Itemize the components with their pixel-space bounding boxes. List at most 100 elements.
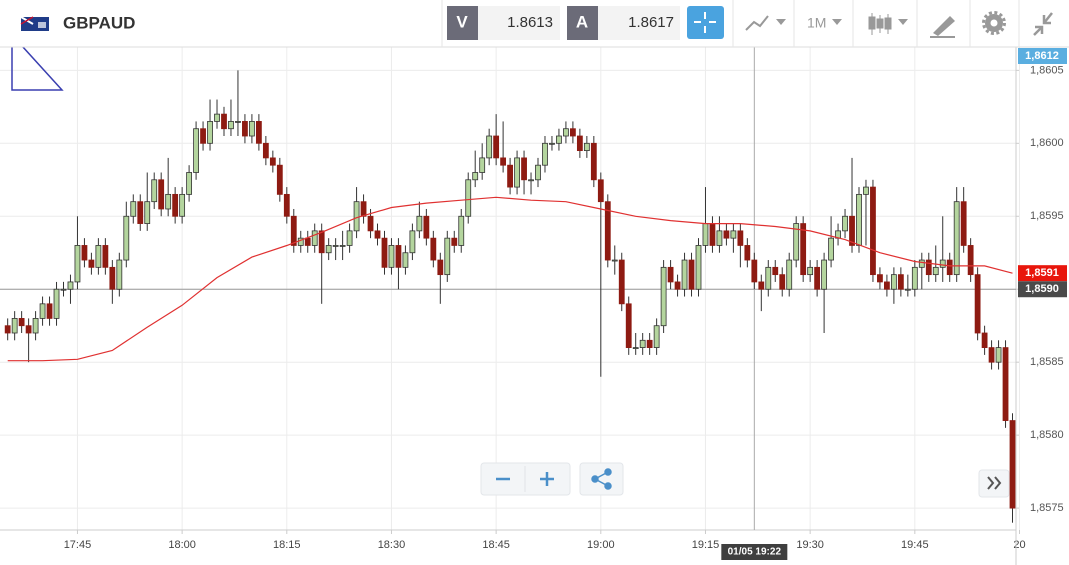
candle-body: [116, 259, 123, 290]
candle-body: [451, 237, 458, 246]
candle-body: [458, 215, 465, 246]
candle-body: [688, 259, 695, 290]
candle-body: [493, 135, 500, 159]
y-tick-label: 1,8605: [1030, 64, 1064, 76]
candle-body: [500, 157, 507, 166]
candle-body: [437, 259, 444, 276]
x-tick-label: 19:30: [796, 539, 824, 551]
x-tick-label: 17:45: [64, 539, 92, 551]
candle-body: [897, 274, 904, 290]
candle-body: [81, 245, 88, 261]
candle-body: [988, 347, 995, 363]
candle-body: [925, 259, 932, 276]
timeframe-button[interactable]: 1M: [807, 15, 826, 31]
candle-body: [646, 339, 653, 348]
candle-body: [346, 230, 353, 246]
candle-body: [583, 142, 590, 152]
x-tick-label: 18:30: [378, 539, 406, 551]
candle-body: [556, 135, 562, 144]
scroll-end-button[interactable]: [978, 469, 1010, 498]
candle-body: [388, 245, 395, 268]
candle-body: [395, 245, 402, 268]
candle-body: [95, 245, 102, 268]
candle-body: [207, 121, 213, 144]
candle-body: [1009, 420, 1016, 509]
candle-body: [590, 142, 597, 181]
bid-badge[interactable]: [447, 6, 478, 40]
candle-body: [4, 325, 11, 334]
candle-body: [611, 259, 618, 262]
candle-body: [786, 259, 793, 290]
candle-body: [318, 230, 325, 254]
candle-body: [269, 157, 276, 166]
candle-body: [304, 237, 311, 246]
candle-body: [332, 245, 339, 247]
candle-body: [53, 288, 60, 319]
candle-body: [730, 230, 737, 239]
candle-body: [409, 230, 416, 254]
x-tick-label: 19:00: [587, 539, 615, 551]
ask-price: 1.8617: [628, 14, 674, 31]
candle-body: [11, 318, 18, 334]
candle-body: [911, 266, 918, 290]
candle-body: [842, 215, 848, 232]
price-tag-box: [1018, 281, 1067, 298]
candle-body: [877, 274, 883, 283]
candle-body: [158, 179, 165, 210]
candle-body: [242, 121, 248, 137]
candle-body: [88, 259, 95, 268]
candle-body: [946, 259, 953, 276]
settings-button[interactable]: [982, 11, 1006, 35]
candle-body: [695, 245, 702, 290]
candle-body: [18, 318, 25, 327]
candle-body: [856, 193, 862, 246]
timeframe-arrow: [832, 19, 842, 25]
candle-body: [374, 230, 381, 239]
candle-body: [709, 223, 716, 246]
candle-body: [667, 266, 674, 283]
candle-body: [444, 237, 451, 276]
bid-price: 1.8613: [507, 14, 553, 31]
y-tick-label: 1,8585: [1030, 356, 1064, 368]
candle-body: [625, 303, 632, 348]
y-tick-label: 1,8595: [1030, 210, 1064, 222]
candle-body: [214, 113, 220, 122]
candle-body: [416, 215, 423, 232]
zoom-in-button[interactable]: [540, 472, 554, 486]
moving-average: [7, 196, 1013, 362]
chart-type-button[interactable]: [868, 13, 908, 35]
candle-body: [514, 157, 520, 188]
candle-body: [521, 157, 527, 181]
candle-body: [563, 128, 569, 137]
collapse-button[interactable]: [1033, 12, 1053, 36]
crosshair-button[interactable]: [687, 6, 724, 39]
candle-body: [674, 281, 681, 290]
candle-body: [884, 281, 890, 290]
share-icon: [591, 468, 612, 490]
candle-body: [507, 164, 513, 188]
candle-body: [974, 274, 981, 334]
x-tick-label: 19:45: [901, 539, 929, 551]
candle-body: [793, 223, 800, 261]
indicator-button[interactable]: [745, 15, 786, 31]
flag: [20, 16, 49, 31]
candle-body: [465, 179, 472, 217]
candle-body: [995, 347, 1002, 363]
candle-body: [235, 121, 241, 123]
ask-badge[interactable]: [567, 6, 598, 40]
ma-tag: 1,8591: [1025, 267, 1059, 279]
candle-body: [639, 339, 646, 348]
share-button[interactable]: [579, 462, 624, 496]
crosshair-label-box: [721, 544, 788, 560]
triangle-drawing[interactable]: [11, 33, 64, 91]
ask-box[interactable]: [598, 6, 680, 40]
candle-body: [186, 172, 193, 195]
draw-button[interactable]: [930, 16, 955, 38]
scroll-end-icon: [987, 476, 1002, 490]
candle-body: [255, 121, 262, 144]
bid-box[interactable]: [478, 6, 560, 40]
price-tag: 1,8590: [1025, 283, 1059, 295]
candle-body: [870, 186, 876, 276]
